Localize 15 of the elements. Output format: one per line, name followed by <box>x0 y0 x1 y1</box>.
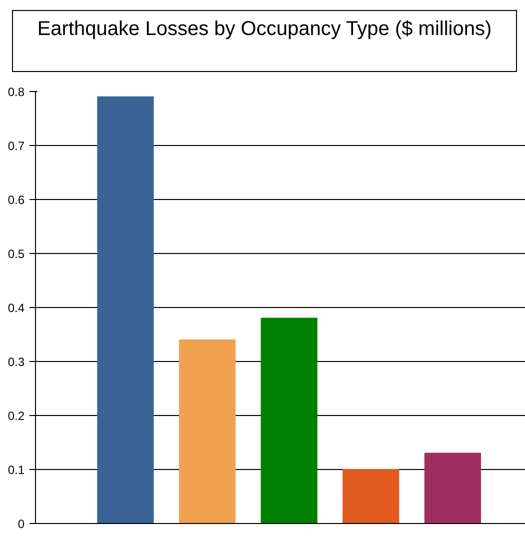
bar <box>178 339 236 524</box>
chart-title: Earthquake Losses by Occupancy Type ($ millions) <box>37 17 492 42</box>
y-tick-label: 0.1 <box>8 463 25 477</box>
bar <box>260 318 318 524</box>
bar <box>424 452 482 524</box>
y-tick-label: 0.5 <box>8 247 25 261</box>
bar <box>342 469 400 524</box>
y-tick-label: 0 <box>18 517 25 531</box>
y-tick-label: 0.8 <box>8 85 25 99</box>
y-tick-label: 0.4 <box>8 301 25 315</box>
y-tick-label: 0.7 <box>8 139 25 153</box>
y-tick-label: 0.6 <box>8 193 25 207</box>
y-tick-label: 0.3 <box>8 355 25 369</box>
y-tick-label: 0.2 <box>8 409 25 423</box>
bar <box>97 96 154 524</box>
